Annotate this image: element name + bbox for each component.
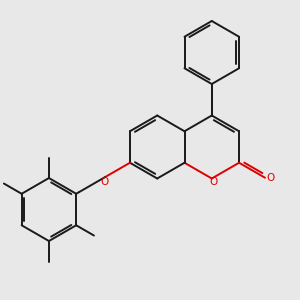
Text: O: O xyxy=(101,177,109,187)
Text: O: O xyxy=(266,173,274,183)
Text: O: O xyxy=(209,177,218,187)
